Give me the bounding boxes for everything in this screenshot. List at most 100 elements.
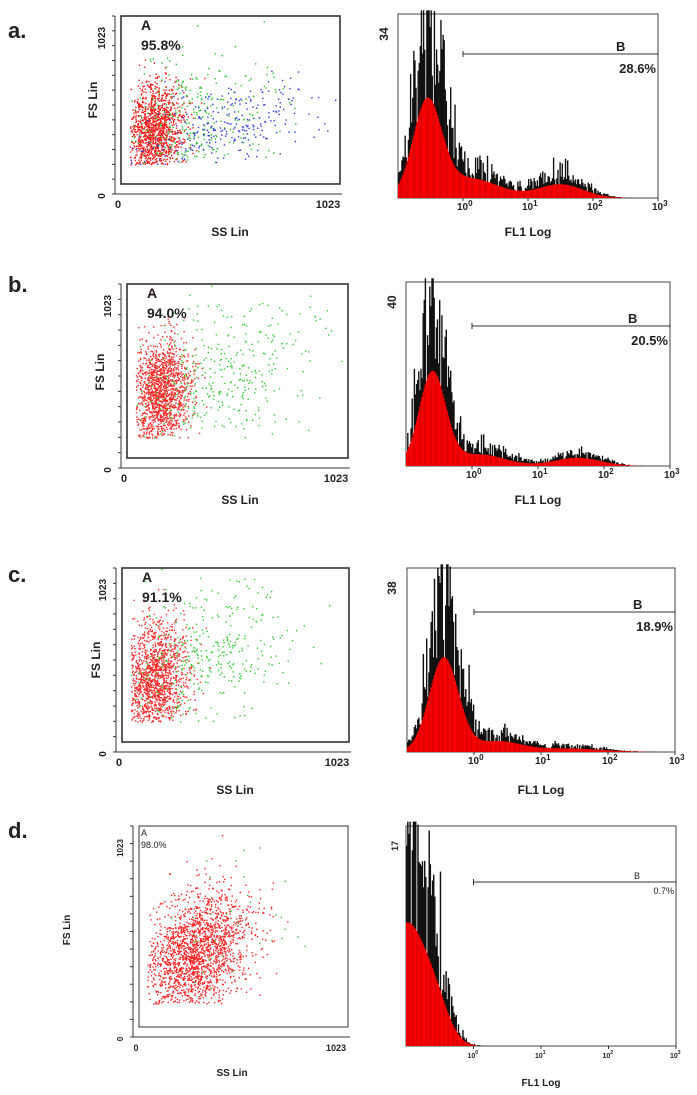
data-point xyxy=(150,386,152,388)
data-point xyxy=(161,419,163,421)
bin-fill xyxy=(409,444,411,466)
data-point xyxy=(186,382,188,384)
data-point xyxy=(201,399,204,402)
bin-fill xyxy=(541,462,543,466)
data-point xyxy=(137,424,139,426)
data-point xyxy=(173,95,175,98)
bin-outline xyxy=(567,160,569,198)
data-point xyxy=(171,648,174,650)
data-point xyxy=(164,92,166,94)
data-point xyxy=(202,367,204,369)
data-point xyxy=(147,161,149,163)
data-point xyxy=(131,704,133,707)
bin-fill xyxy=(566,458,568,466)
data-point xyxy=(166,682,169,685)
data-point xyxy=(239,368,241,370)
data-point xyxy=(142,140,144,142)
data-point xyxy=(150,369,152,371)
data-point xyxy=(169,401,171,404)
data-point xyxy=(160,433,162,436)
data-point xyxy=(173,389,175,391)
data-point xyxy=(141,379,143,382)
data-point xyxy=(175,145,177,147)
bin-fill xyxy=(448,419,451,466)
data-point xyxy=(178,425,180,427)
bin-outline xyxy=(502,445,505,466)
data-point xyxy=(168,718,171,720)
bin-fill xyxy=(549,461,551,466)
data-point xyxy=(135,119,137,121)
data-point xyxy=(189,390,191,393)
data-point xyxy=(180,678,183,680)
bin-outline xyxy=(517,181,519,198)
data-point xyxy=(130,126,132,128)
bin-fill xyxy=(415,420,418,466)
data-point xyxy=(252,95,255,97)
data-point xyxy=(171,425,174,427)
data-point xyxy=(157,125,159,127)
data-point xyxy=(199,116,201,119)
data-point xyxy=(177,362,179,364)
data-point xyxy=(160,384,162,387)
data-point xyxy=(176,409,179,411)
data-point xyxy=(195,396,197,398)
data-point xyxy=(147,683,150,685)
data-point xyxy=(137,721,139,723)
data-point xyxy=(243,386,246,389)
bin-fill xyxy=(485,454,487,466)
data-point xyxy=(166,93,168,95)
data-point xyxy=(137,379,140,381)
data-point xyxy=(166,707,169,709)
bin-fill xyxy=(478,179,480,198)
data-point xyxy=(139,387,142,390)
data-point xyxy=(241,141,243,144)
data-point xyxy=(180,146,182,149)
data-point xyxy=(181,404,183,407)
data-point xyxy=(183,91,185,94)
data-point xyxy=(166,379,168,381)
data-point xyxy=(182,114,185,116)
data-point xyxy=(159,109,161,111)
data-point xyxy=(258,143,260,146)
data-point xyxy=(170,678,172,680)
data-point xyxy=(190,73,193,76)
bin-fill xyxy=(532,463,534,466)
data-point xyxy=(148,392,151,394)
data-point xyxy=(151,720,154,722)
data-point xyxy=(168,355,170,357)
data-point xyxy=(182,391,184,393)
bin-outline xyxy=(413,50,415,199)
data-point xyxy=(273,335,275,338)
data-point xyxy=(243,380,245,382)
data-point xyxy=(192,337,194,339)
data-point xyxy=(192,124,194,126)
data-point xyxy=(163,385,165,387)
data-point xyxy=(161,97,163,99)
data-point xyxy=(183,119,185,121)
data-point xyxy=(227,360,230,362)
data-point xyxy=(174,389,177,391)
data-point xyxy=(244,389,247,391)
data-point xyxy=(155,400,157,402)
data-point xyxy=(299,313,301,315)
data-point xyxy=(223,121,226,123)
data-point xyxy=(294,107,296,110)
data-point xyxy=(143,400,145,402)
data-point xyxy=(172,353,175,355)
data-point xyxy=(172,120,175,122)
data-point xyxy=(186,418,188,420)
data-point xyxy=(231,365,233,367)
data-point xyxy=(155,414,157,416)
data-point xyxy=(221,55,223,57)
data-point xyxy=(187,385,189,387)
data-point xyxy=(294,140,297,143)
data-point xyxy=(325,327,327,329)
data-point xyxy=(309,306,311,308)
bin-fill xyxy=(410,440,412,466)
data-point xyxy=(168,118,170,120)
bin-fill xyxy=(412,139,414,198)
data-point xyxy=(246,133,249,135)
data-point xyxy=(140,376,142,378)
data-point xyxy=(157,358,160,361)
data-point xyxy=(153,403,155,406)
